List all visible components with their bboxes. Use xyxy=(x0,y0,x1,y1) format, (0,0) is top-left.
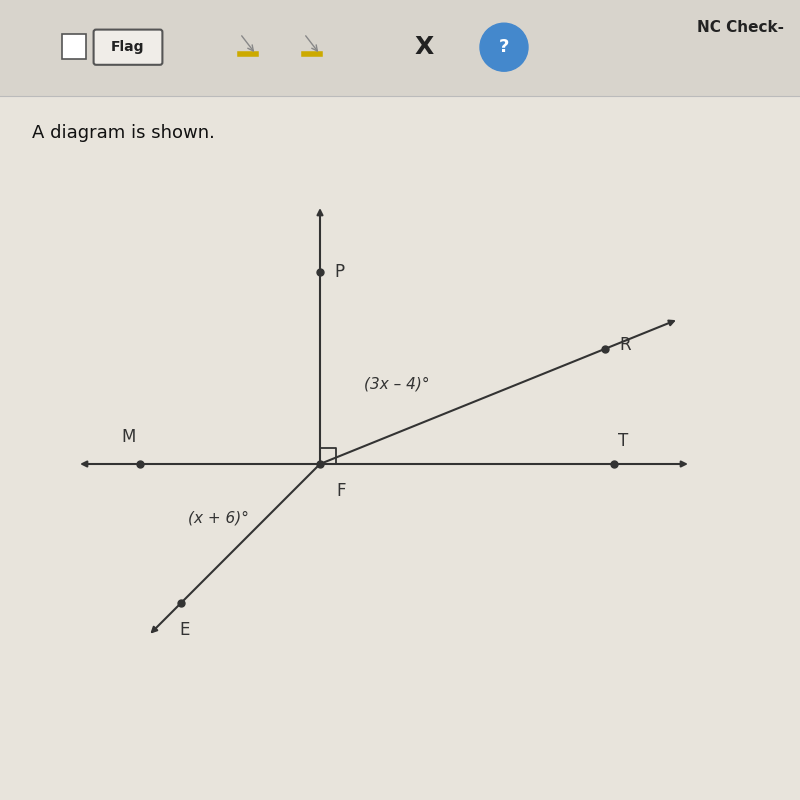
Text: Flag: Flag xyxy=(111,40,145,54)
Text: A diagram is shown.: A diagram is shown. xyxy=(32,124,215,142)
Text: E: E xyxy=(180,621,190,638)
Text: T: T xyxy=(618,432,629,450)
Text: R: R xyxy=(619,336,631,354)
Text: NC Check-: NC Check- xyxy=(697,20,784,35)
Text: ?: ? xyxy=(499,38,509,56)
Text: F: F xyxy=(336,482,346,499)
FancyBboxPatch shape xyxy=(94,30,162,65)
Text: P: P xyxy=(334,263,345,281)
Text: (3x – 4)°: (3x – 4)° xyxy=(364,377,430,391)
Circle shape xyxy=(480,23,528,71)
Text: (x + 6)°: (x + 6)° xyxy=(188,511,249,526)
FancyBboxPatch shape xyxy=(62,34,86,59)
Text: X: X xyxy=(414,35,434,59)
Bar xyxy=(0,0,800,96)
Text: M: M xyxy=(122,429,136,446)
